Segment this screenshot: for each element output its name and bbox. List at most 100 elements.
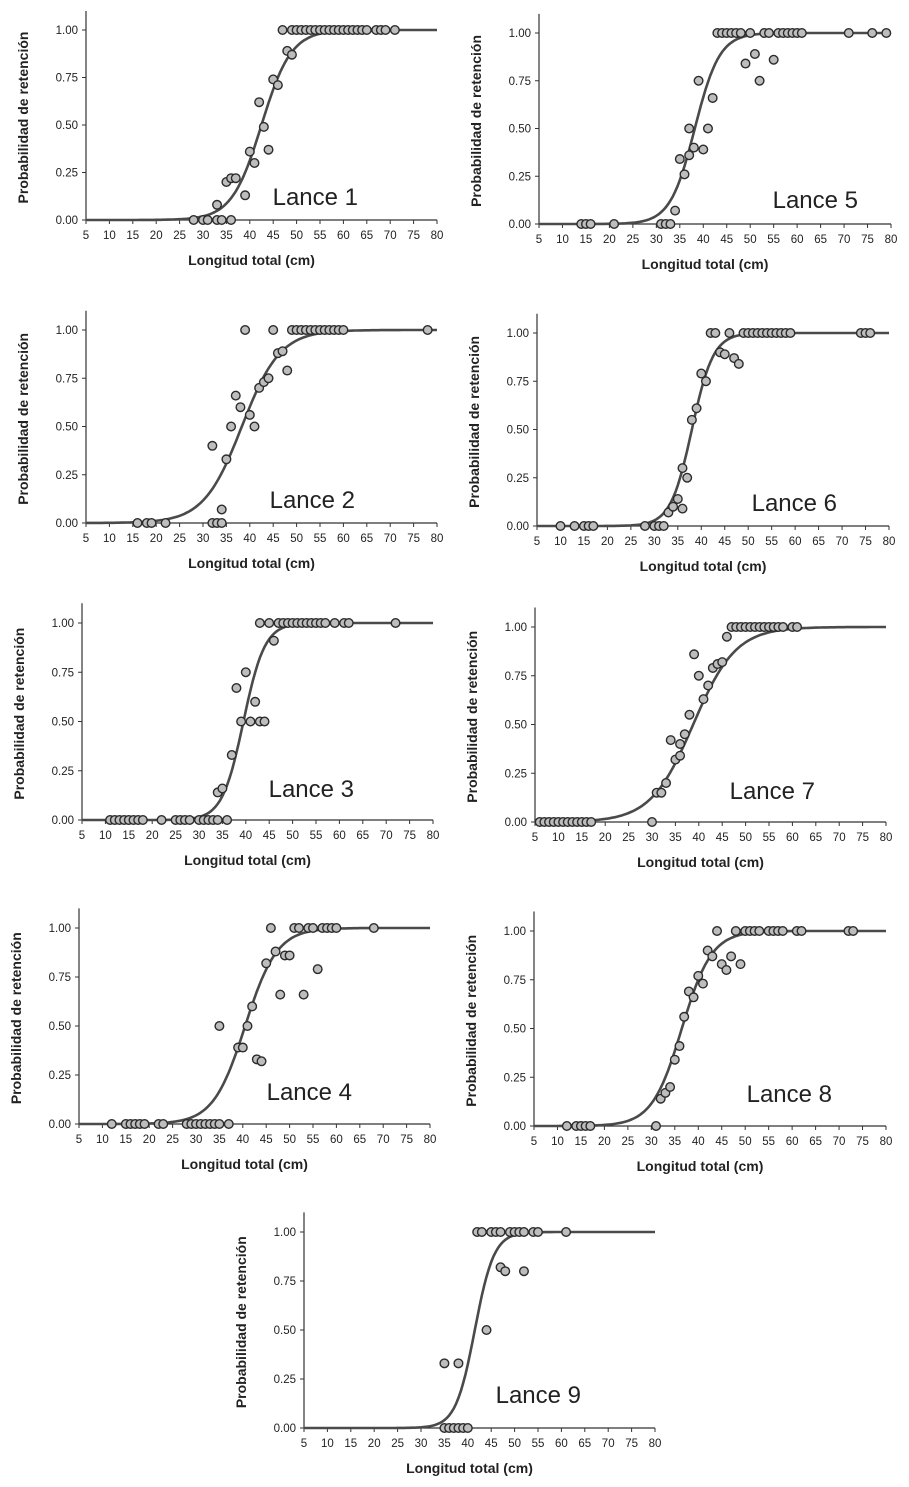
x-tick-label: 20 — [601, 536, 614, 548]
data-point — [462, 1422, 473, 1433]
x-axis-title: Longitud total (cm) — [637, 1158, 764, 1174]
x-tick-label: 25 — [169, 830, 182, 842]
y-tick-label: 0.50 — [507, 425, 529, 437]
data-point — [867, 28, 878, 39]
data-point — [693, 75, 704, 86]
data-point — [146, 518, 157, 529]
data-point — [264, 618, 275, 629]
x-tick-label: 15 — [575, 1136, 588, 1148]
data-point — [768, 54, 779, 65]
data-point — [865, 328, 876, 339]
x-tick-label: 60 — [333, 830, 346, 842]
x-tick-label: 40 — [239, 830, 252, 842]
chart-panel-9: 0.00 0.25 0.50 0.75 1.00 5 10 15 20 25 30 35 40 45 50 5… — [233, 1212, 661, 1476]
x-tick-label: 10 — [551, 1136, 564, 1148]
x-tick-label: 55 — [765, 536, 778, 548]
y-axis-title: Probabilidad de retención — [11, 628, 27, 800]
x-tick-label: 55 — [310, 830, 323, 842]
data-point — [160, 518, 171, 529]
x-tick-label: 45 — [260, 1134, 273, 1146]
data-point — [320, 618, 331, 629]
data-point — [585, 1120, 596, 1131]
x-tick-label: 40 — [695, 536, 708, 548]
x-tick-label: 35 — [216, 830, 229, 842]
y-tick-label: 0.25 — [56, 470, 78, 482]
y-tick-label: 0.00 — [274, 1423, 296, 1435]
panel-title: Lance 6 — [752, 490, 837, 517]
data-point — [785, 328, 796, 339]
y-tick-label: 1.00 — [56, 325, 78, 337]
x-tick-label: 20 — [368, 1438, 381, 1450]
x-axis-title: Longitud total (cm) — [406, 1460, 533, 1476]
y-axis-title: Probabilidad de retención — [466, 336, 482, 508]
data-point — [202, 214, 213, 225]
data-point — [658, 521, 669, 532]
data-point — [710, 328, 721, 339]
data-point — [707, 92, 718, 103]
x-tick-label: 50 — [744, 234, 757, 246]
x-tick-label: 30 — [415, 1438, 428, 1450]
data-point — [500, 1266, 511, 1277]
y-tick-label: 0.75 — [56, 373, 78, 385]
y-tick-label: 1.00 — [49, 923, 71, 935]
y-axis-title: Probabilidad de retención — [464, 631, 480, 803]
data-point — [881, 28, 892, 39]
data-point — [476, 1226, 487, 1237]
x-tick-label: 45 — [485, 1438, 498, 1450]
y-tick-label: 0.25 — [52, 766, 74, 778]
data-point — [265, 923, 276, 934]
data-point — [389, 25, 400, 36]
data-point — [796, 28, 807, 39]
x-tick-label: 50 — [290, 230, 303, 242]
x-tick-label: 15 — [344, 1438, 357, 1450]
data-point — [698, 144, 709, 155]
panel-title: Lance 3 — [269, 776, 354, 803]
x-tick-label: 20 — [143, 1134, 156, 1146]
data-point — [132, 518, 143, 529]
data-point — [686, 414, 697, 425]
data-point — [188, 214, 199, 225]
chart-panel-3: 0.00 0.25 0.50 0.75 1.00 5 10 15 20 25 30 35 40 45 50 5… — [15, 310, 444, 571]
data-point — [343, 618, 354, 629]
y-tick-label: 0.00 — [49, 1119, 71, 1131]
y-tick-label: 1.00 — [509, 28, 531, 40]
x-tick-label: 75 — [625, 1438, 638, 1450]
x-tick-label: 75 — [856, 832, 869, 844]
x-tick-label: 80 — [880, 832, 893, 844]
x-tick-label: 55 — [763, 832, 776, 844]
data-point — [254, 97, 265, 108]
x-tick-label: 10 — [99, 830, 112, 842]
data-point — [270, 946, 281, 957]
x-tick-label: 5 — [83, 230, 89, 242]
y-tick-label: 0.25 — [504, 1072, 526, 1084]
y-tick-label: 0.75 — [56, 73, 78, 85]
x-tick-label: 55 — [314, 230, 327, 242]
data-point — [679, 729, 690, 740]
data-point — [745, 28, 756, 39]
x-tick-label: 50 — [739, 1136, 752, 1148]
data-point — [244, 409, 255, 420]
data-point — [639, 521, 650, 532]
x-tick-label: 15 — [578, 536, 591, 548]
x-tick-label: 80 — [431, 533, 444, 545]
data-point — [561, 1120, 572, 1131]
data-point — [422, 325, 433, 336]
x-tick-label: 50 — [283, 1134, 296, 1146]
data-point — [586, 817, 597, 828]
y-tick-label: 0.25 — [507, 473, 529, 485]
x-tick-label: 60 — [555, 1438, 568, 1450]
panel-title: Lance 9 — [496, 1382, 581, 1409]
data-point — [712, 926, 723, 937]
x-tick-label: 15 — [126, 230, 139, 242]
x-tick-label: 10 — [554, 536, 567, 548]
data-point — [763, 28, 774, 39]
data-point — [242, 1021, 253, 1032]
x-tick-label: 15 — [575, 832, 588, 844]
data-point — [216, 214, 227, 225]
x-tick-label: 5 — [83, 533, 89, 545]
x-tick-label: 25 — [622, 832, 635, 844]
x-tick-label: 65 — [812, 536, 825, 548]
x-tick-label: 5 — [79, 830, 85, 842]
data-point — [796, 926, 807, 937]
chart-panel-5: 0.00 0.25 0.50 0.75 1.00 5 10 15 20 25 30 35 40 45 50 5… — [11, 603, 439, 868]
